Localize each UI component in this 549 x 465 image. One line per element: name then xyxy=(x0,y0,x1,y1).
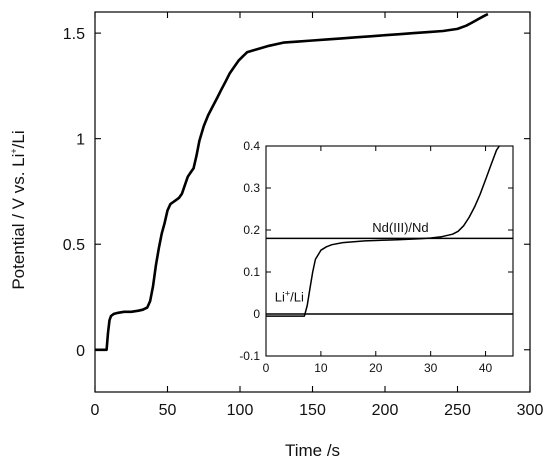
inset-background xyxy=(232,138,519,378)
x-tick-label: 200 xyxy=(372,402,399,419)
inset-series-line xyxy=(266,145,500,317)
y-axis-label: Potential / V vs. Li+/Li xyxy=(9,130,28,289)
inset-x-tick-label: 30 xyxy=(424,361,438,375)
x-tick-label: 0 xyxy=(91,402,100,419)
main-series-line xyxy=(95,12,489,352)
inset-reference-lines xyxy=(266,237,513,315)
inset-y-tick-label: -0.1 xyxy=(239,349,260,363)
inset-y-tick-label: 0 xyxy=(253,307,260,321)
x-axis-label: Time /s xyxy=(285,441,340,460)
inset-x-tick-label: 0 xyxy=(263,361,270,375)
inset-x-tick-label: 20 xyxy=(369,361,383,375)
x-tick-label: 50 xyxy=(159,402,177,419)
inset-x-tick-label: 10 xyxy=(314,361,328,375)
inset-x-tick-label: 40 xyxy=(479,361,493,375)
inset-ticks: 0 10 20 30 40-0.100.10.20.30.4 xyxy=(239,139,513,375)
inset-y-tick-label: 0.3 xyxy=(243,181,260,195)
x-tick-label: 100 xyxy=(227,402,254,419)
x-tick-label: 300 xyxy=(517,402,544,419)
y-tick-label: 1 xyxy=(76,132,85,149)
inset-chart: 0 10 20 30 40-0.100.10.20.30.4 Nd(III)/Nd Li… xyxy=(232,138,519,378)
inset-y-tick-label: 0.1 xyxy=(243,265,260,279)
inset-y-tick-label: 0.4 xyxy=(243,139,260,153)
y-tick-label: 0.5 xyxy=(63,237,85,254)
x-tick-label: 250 xyxy=(444,402,471,419)
x-tick-label: 150 xyxy=(299,402,326,419)
annotation-nd-couple: Nd(III)/Nd xyxy=(372,220,428,235)
inset-y-tick-label: 0.2 xyxy=(243,223,260,237)
inset-plot-frame xyxy=(265,145,514,357)
y-tick-label: 1.5 xyxy=(63,26,85,43)
y-tick-label: 0 xyxy=(76,343,85,360)
annotation-li-couple: Li+/Li xyxy=(275,288,304,304)
